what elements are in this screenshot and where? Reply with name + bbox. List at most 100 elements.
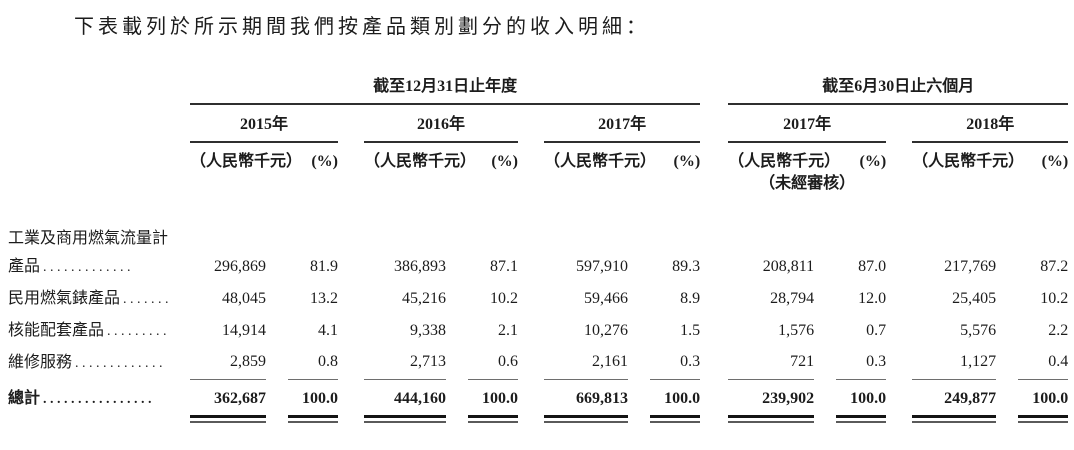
- page-title: 下表載列於所示期間我們按產品類別劃分的收入明細：: [74, 16, 650, 38]
- empty-cell: [886, 172, 1068, 195]
- cell-amount: 14,914: [222, 321, 266, 339]
- group-gap: [700, 77, 728, 104]
- section-row: 工業及商用燃氣流量計: [8, 225, 1068, 252]
- cell-amount: 25,405: [952, 289, 997, 307]
- dot-leader: .............: [43, 259, 135, 275]
- total-amount: 669,813: [544, 379, 628, 412]
- spacer-row: [8, 195, 1068, 225]
- cell-amount: 1,576: [778, 321, 815, 339]
- table-row-total: 總計................ 362,687 100.0 444,160…: [8, 379, 1069, 412]
- cell-amount: 2,713: [410, 353, 446, 371]
- unit-label: （人民幣千元）: [364, 152, 477, 170]
- cell-percent: 87.0: [858, 257, 887, 275]
- col-gap: [338, 104, 364, 142]
- dot-leader: .......: [123, 291, 173, 307]
- total-amount: 444,160: [364, 379, 446, 412]
- double-rule: [468, 412, 518, 423]
- double-rule: [728, 412, 815, 423]
- cell-percent: 0.3: [680, 353, 701, 371]
- cell-amount: 2,859: [230, 353, 266, 371]
- cell-percent: 1.5: [680, 321, 701, 339]
- cell-amount: 217,769: [944, 257, 997, 275]
- dot-leader: ................: [43, 392, 156, 408]
- empty-cell: [8, 142, 190, 173]
- cell-percent: 10.2: [490, 289, 518, 307]
- cell-percent: 0.8: [318, 353, 338, 371]
- double-rule: [836, 412, 887, 423]
- group-header-interim: 截至6月30日止六個月: [728, 77, 1069, 105]
- group-header-annual: 截至12月31日止年度: [190, 77, 701, 105]
- double-rule: [288, 412, 338, 423]
- percent-label: (%): [673, 152, 701, 170]
- year-header-2017: 2017年: [544, 103, 701, 143]
- table-row-nuclear-products: 核能配套產品......... 14,914 4.1 9,338 2.1 10,…: [8, 316, 1068, 348]
- row-label: 產品.............: [8, 257, 135, 275]
- year-header-row: 2015年 2016年 2017年 2017年 2018年: [8, 103, 1069, 143]
- row-label: 民用燃氣錶產品.......: [8, 289, 173, 307]
- year-header-2015: 2015年: [190, 103, 338, 143]
- cell-percent: 13.2: [310, 289, 338, 307]
- col-gap: [886, 142, 912, 173]
- col-gap: [518, 104, 544, 142]
- percent-label: (%): [859, 152, 887, 170]
- cell-amount: 597,910: [576, 257, 628, 275]
- cell-amount: 28,794: [770, 289, 815, 307]
- cell-amount: 45,216: [402, 289, 446, 307]
- percent-label: (%): [1041, 152, 1069, 170]
- group-header-row: 截至12月31日止年度 截至6月30日止六個月: [8, 77, 1069, 105]
- cell-percent: 0.7: [866, 321, 887, 339]
- empty-cell: [8, 172, 728, 195]
- percent-label: (%): [311, 152, 338, 170]
- col-gap: [518, 142, 544, 173]
- cell-amount: 1,127: [960, 353, 997, 371]
- percent-label: (%): [491, 152, 518, 170]
- total-percent: 100.0: [468, 379, 518, 412]
- cell-percent: 10.2: [1040, 289, 1069, 307]
- total-percent: 100.0: [836, 379, 887, 412]
- total-label: 總計................: [8, 390, 156, 408]
- units-header-row: （人民幣千元） (%) （人民幣千元） (%) （人民幣千元） (%) （人民幣…: [8, 142, 1068, 173]
- total-amount: 239,902: [728, 379, 815, 412]
- total-amount: 362,687: [190, 379, 266, 412]
- table-row-repair-services: 維修服務............. 2,859 0.8 2,713 0.6 2,…: [8, 347, 1068, 379]
- row-label: 核能配套產品.........: [8, 321, 171, 339]
- cell-amount: 9,338: [410, 321, 446, 339]
- empty-cell: [8, 77, 190, 104]
- unaudited-label: （未經審核）: [759, 175, 856, 193]
- cell-percent: 2.2: [1048, 321, 1069, 339]
- unit-label: （人民幣千元）: [912, 152, 1025, 170]
- year-header-2017-interim: 2017年: [728, 103, 887, 143]
- double-rule: [544, 412, 628, 423]
- cell-percent: 0.6: [498, 353, 518, 371]
- year-header-2016: 2016年: [364, 103, 518, 143]
- empty-cell: [8, 104, 190, 142]
- total-percent: 100.0: [1018, 379, 1069, 412]
- table-row-industrial-products: 產品............. 296,869 81.9 386,893 87.…: [8, 252, 1068, 284]
- cell-percent: 0.4: [1048, 353, 1069, 371]
- row-label: 維修服務.............: [8, 353, 167, 371]
- cell-amount: 48,045: [222, 289, 266, 307]
- dot-leader: .........: [107, 323, 171, 339]
- double-rule: [1018, 412, 1069, 423]
- cell-percent: 87.2: [1040, 257, 1069, 275]
- cell-percent: 81.9: [310, 257, 338, 275]
- unaudited-row: （未經審核）: [8, 172, 1068, 195]
- unit-label: （人民幣千元）: [190, 152, 303, 170]
- col-gap: [338, 142, 364, 173]
- double-rule: [190, 412, 266, 423]
- group-gap: [700, 142, 728, 173]
- cell-amount: 2,161: [592, 353, 628, 371]
- total-percent: 100.0: [288, 379, 338, 412]
- double-rule: [912, 412, 997, 423]
- double-rule-row: [8, 412, 1069, 423]
- double-rule: [364, 412, 446, 423]
- cell-percent: 2.1: [498, 321, 518, 339]
- cell-percent: 4.1: [318, 321, 338, 339]
- total-percent: 100.0: [650, 379, 701, 412]
- year-header-2018-interim: 2018年: [912, 103, 1069, 143]
- unit-label: （人民幣千元）: [728, 152, 841, 170]
- unit-label: （人民幣千元）: [544, 152, 657, 170]
- table-row-civil-gas-meters: 民用燃氣錶產品....... 48,045 13.2 45,216 10.2 5…: [8, 284, 1068, 316]
- col-gap: [886, 104, 912, 142]
- cell-amount: 208,811: [762, 257, 815, 275]
